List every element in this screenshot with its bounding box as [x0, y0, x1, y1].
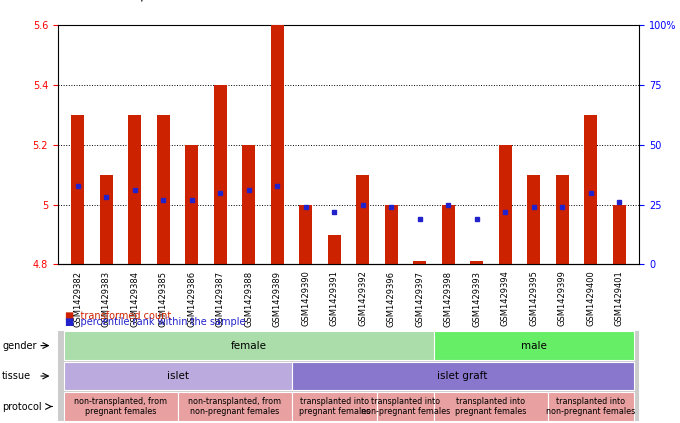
Bar [556, 175, 568, 264]
Text: transplanted into
pregnant females: transplanted into pregnant females [456, 397, 527, 416]
Bar [129, 115, 141, 264]
Text: ■  transformed count: ■ transformed count [65, 310, 171, 321]
Bar [527, 175, 540, 264]
Bar [157, 115, 170, 264]
Text: transplanted into
non-pregnant females: transplanted into non-pregnant females [546, 397, 635, 416]
Text: non-transplanted, from
non-pregnant females: non-transplanted, from non-pregnant fema… [188, 397, 281, 416]
Bar [271, 25, 284, 264]
Bar [242, 145, 255, 264]
Bar [214, 85, 226, 264]
Bar [471, 261, 483, 264]
Text: islet graft: islet graft [437, 371, 488, 381]
Text: GDS5618 / 10600763: GDS5618 / 10600763 [71, 0, 221, 2]
Text: gender: gender [2, 341, 37, 351]
Bar [186, 145, 198, 264]
Bar [499, 145, 511, 264]
Bar [100, 175, 113, 264]
Text: islet: islet [167, 371, 188, 381]
Text: transplanted into
pregnant females: transplanted into pregnant females [299, 397, 370, 416]
Bar [356, 175, 369, 264]
Text: tissue: tissue [2, 371, 31, 381]
Bar [385, 205, 398, 264]
Bar [413, 261, 426, 264]
Text: female: female [231, 341, 267, 351]
Bar [71, 115, 84, 264]
Bar [442, 205, 455, 264]
Bar [299, 205, 312, 264]
Bar [613, 205, 626, 264]
Text: protocol: protocol [2, 401, 41, 412]
Text: ■  percentile rank within the sample: ■ percentile rank within the sample [65, 316, 245, 327]
Text: transplanted into
non-pregnant females: transplanted into non-pregnant females [361, 397, 450, 416]
Text: male: male [521, 341, 547, 351]
Bar [328, 234, 341, 264]
Text: non-transplanted, from
pregnant females: non-transplanted, from pregnant females [74, 397, 167, 416]
Bar [584, 115, 597, 264]
